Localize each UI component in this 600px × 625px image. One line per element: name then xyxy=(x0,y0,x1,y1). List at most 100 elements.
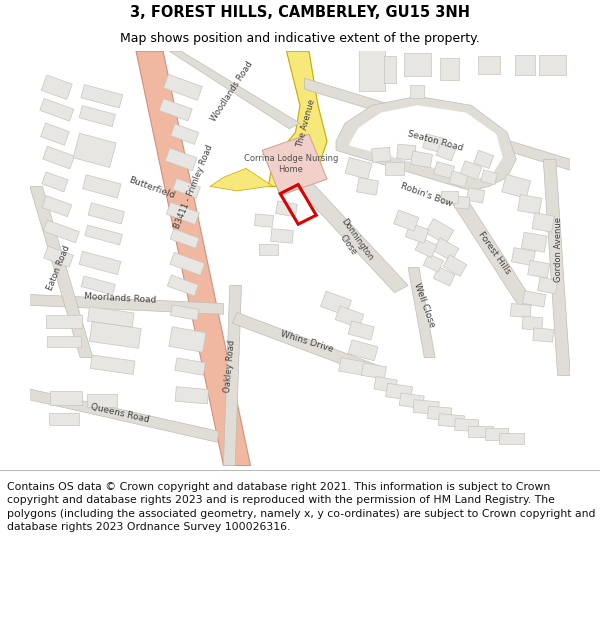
Text: B3411 - Frimley Road: B3411 - Frimley Road xyxy=(173,143,215,230)
Bar xyxy=(170,305,199,320)
Bar xyxy=(397,144,416,160)
Bar xyxy=(338,357,366,376)
Bar xyxy=(518,194,542,214)
Bar xyxy=(165,148,197,171)
Bar xyxy=(79,106,115,127)
Bar xyxy=(433,267,455,286)
Polygon shape xyxy=(210,168,273,191)
Polygon shape xyxy=(350,105,503,179)
Bar xyxy=(438,414,464,428)
Bar xyxy=(42,172,68,192)
Bar xyxy=(43,220,79,243)
Bar xyxy=(254,214,274,228)
Text: Corrina Lodge Nursing
Home: Corrina Lodge Nursing Home xyxy=(244,154,338,174)
Bar xyxy=(404,53,431,76)
Bar xyxy=(442,191,458,204)
Bar xyxy=(170,124,199,144)
Bar xyxy=(449,171,468,187)
Polygon shape xyxy=(136,51,250,466)
Bar xyxy=(175,358,205,375)
Text: 3, FOREST HILLS, CAMBERLEY, GU15 3NH: 3, FOREST HILLS, CAMBERLEY, GU15 3NH xyxy=(130,5,470,20)
Bar xyxy=(259,244,278,255)
Bar xyxy=(73,133,116,168)
Polygon shape xyxy=(30,186,93,358)
Bar xyxy=(345,158,372,179)
Bar xyxy=(79,251,121,274)
Bar xyxy=(425,219,454,244)
Bar xyxy=(467,188,485,203)
Polygon shape xyxy=(262,134,327,196)
Bar xyxy=(47,336,81,347)
Polygon shape xyxy=(169,51,300,129)
Bar xyxy=(159,99,192,121)
Text: Robin's Bow: Robin's Bow xyxy=(399,182,453,209)
Bar xyxy=(167,275,199,296)
Polygon shape xyxy=(30,294,223,314)
Bar xyxy=(320,291,352,316)
Bar xyxy=(359,48,385,91)
Polygon shape xyxy=(336,96,516,191)
Text: Well Close: Well Close xyxy=(412,282,437,329)
Polygon shape xyxy=(232,312,381,378)
Bar xyxy=(460,161,482,179)
Bar xyxy=(413,400,439,414)
Bar xyxy=(512,248,535,266)
Bar xyxy=(384,56,397,82)
Bar xyxy=(42,196,71,217)
Bar xyxy=(85,225,122,245)
Bar xyxy=(467,426,493,438)
Bar xyxy=(455,419,479,431)
Bar xyxy=(356,177,379,195)
Text: Seaton Road: Seaton Road xyxy=(406,129,464,153)
Text: Donnington
Close: Donnington Close xyxy=(330,216,374,268)
Bar xyxy=(502,174,531,198)
Bar xyxy=(90,355,135,374)
Bar xyxy=(44,246,73,267)
Bar xyxy=(443,255,467,276)
Bar xyxy=(50,391,82,405)
Bar xyxy=(522,316,543,331)
Text: Whins Drive: Whins Drive xyxy=(280,329,335,354)
Bar xyxy=(474,150,494,169)
Bar xyxy=(170,229,199,248)
Bar xyxy=(424,254,443,272)
Bar xyxy=(521,232,547,253)
Bar xyxy=(348,321,374,340)
Bar xyxy=(371,148,391,162)
Bar xyxy=(89,322,141,348)
Text: The Avenue: The Avenue xyxy=(296,98,317,149)
Bar xyxy=(499,432,524,444)
Bar xyxy=(510,304,531,318)
Bar xyxy=(348,340,378,361)
Polygon shape xyxy=(408,268,435,358)
Polygon shape xyxy=(453,197,534,311)
Bar xyxy=(335,306,364,328)
Bar xyxy=(440,59,460,80)
Bar xyxy=(166,202,199,224)
Bar xyxy=(385,162,404,175)
Polygon shape xyxy=(30,389,219,442)
Bar xyxy=(361,362,386,379)
Bar xyxy=(532,213,554,232)
Text: Gordon Avenue: Gordon Avenue xyxy=(554,217,563,282)
Text: Moorlands Road: Moorlands Road xyxy=(83,292,156,304)
Bar xyxy=(433,238,459,261)
Text: Woodlands Road: Woodlands Road xyxy=(209,60,254,124)
Bar xyxy=(436,144,456,161)
Bar xyxy=(415,238,437,258)
Bar xyxy=(163,74,202,100)
Bar xyxy=(81,276,115,295)
Bar xyxy=(86,394,117,407)
Bar xyxy=(175,387,209,404)
Bar xyxy=(173,178,200,198)
Bar xyxy=(528,261,550,278)
Bar xyxy=(399,393,424,409)
Bar xyxy=(41,123,69,145)
Bar xyxy=(271,229,293,243)
Text: Oakley Road: Oakley Road xyxy=(223,340,236,393)
Text: Eaton Road: Eaton Road xyxy=(46,244,72,291)
Bar xyxy=(538,278,558,294)
Bar xyxy=(88,203,124,224)
Polygon shape xyxy=(305,78,570,170)
Bar xyxy=(88,307,134,328)
